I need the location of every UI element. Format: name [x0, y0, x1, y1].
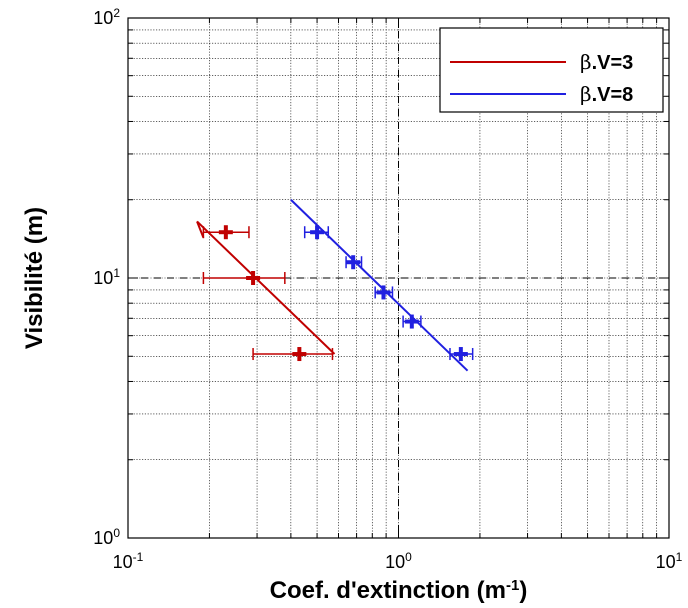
x-tick-label-base: 10 [656, 552, 676, 572]
legend-label: β.V=8 [580, 82, 633, 106]
y-tick-label: 101 [93, 266, 120, 288]
legend-label-text: .V=3 [592, 52, 634, 74]
data-point [374, 285, 394, 300]
x-tick-label: 100 [385, 550, 412, 572]
series-layer [196, 199, 474, 372]
legend-label-text: .V=8 [592, 84, 634, 106]
x-tick-label: 10-1 [113, 550, 144, 572]
y-tick-label-base: 10 [93, 268, 113, 288]
data-point [303, 225, 330, 240]
fit-line [290, 199, 469, 372]
x-axis-label-sup: -1 [506, 577, 519, 594]
x-tick-label-exp: -1 [133, 550, 144, 564]
y-tick-label: 100 [93, 526, 120, 548]
y-axis-label: Visibilité (m) [21, 207, 48, 349]
reference-lines [128, 18, 669, 538]
x-axis-label-end: ) [519, 577, 527, 604]
data-point [402, 314, 422, 329]
legend: β.V=3β.V=8 [439, 27, 664, 113]
y-tick-label-exp: 0 [113, 526, 120, 540]
data-point [449, 347, 474, 362]
y-tick-label-base: 10 [93, 8, 113, 28]
x-tick-label: 101 [656, 550, 683, 572]
data-point [202, 271, 286, 285]
x-tick-label-base: 10 [113, 552, 133, 572]
legend-box [439, 27, 664, 113]
y-tick-label-base: 10 [93, 528, 113, 548]
data-point [345, 255, 363, 270]
x-axis-label: Coef. d'extinction (m-1) [270, 577, 528, 605]
x-tick-label-base: 10 [385, 552, 405, 572]
ticks [128, 18, 669, 538]
data-point [252, 347, 334, 362]
fit-line [196, 220, 336, 355]
legend-label: β.V=3 [580, 50, 633, 74]
x-tick-label-exp: 0 [405, 550, 412, 564]
y-tick-label-exp: 1 [113, 266, 120, 280]
fit-line-tail [196, 221, 205, 239]
data-point [202, 225, 250, 240]
legend-label-symbol: β [580, 82, 592, 106]
x-axis-label-main: Coef. d'extinction (m [270, 577, 506, 604]
y-tick-label-exp: 2 [113, 6, 120, 20]
legend-label-symbol: β [580, 50, 592, 74]
series-2 [290, 199, 474, 372]
series-1 [196, 220, 336, 362]
x-tick-label-exp: 1 [676, 550, 683, 564]
y-tick-label: 102 [93, 6, 120, 28]
